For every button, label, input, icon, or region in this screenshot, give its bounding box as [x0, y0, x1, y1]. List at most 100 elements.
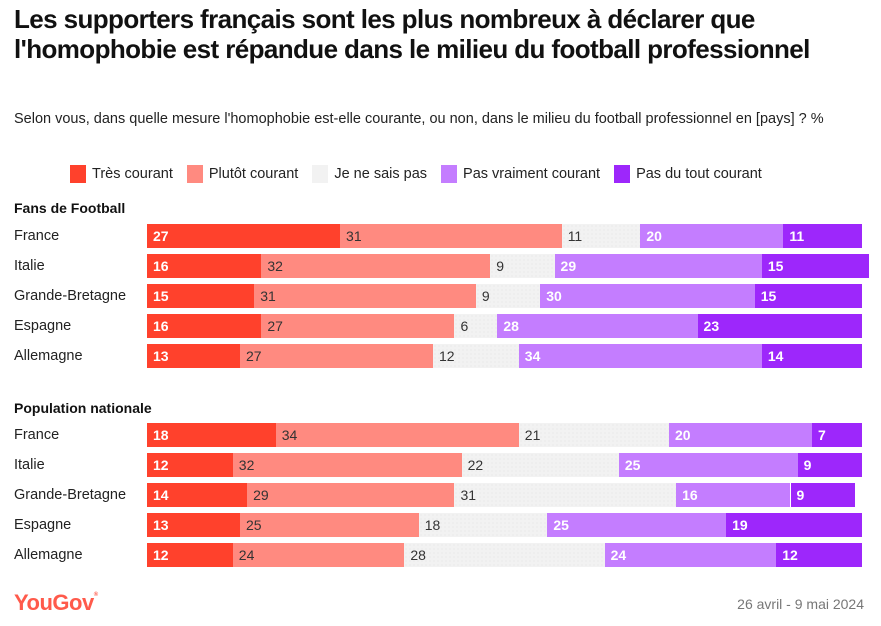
- data-label: 27: [153, 228, 169, 244]
- data-label: 25: [553, 517, 569, 533]
- bar-segment-tres-courant: 16: [147, 254, 262, 278]
- row-label-allemagne: Allemagne: [14, 348, 83, 364]
- bar-segment-je-ne-sais-pas: 31: [454, 483, 677, 507]
- bar-segment-pas-du-tout-courant: 9: [790, 483, 855, 507]
- legend-item-je-ne-sais-pas: Je ne sais pas: [312, 165, 427, 183]
- data-label: 31: [260, 288, 276, 304]
- bar-segment-tres-courant: 13: [147, 344, 240, 368]
- bar-segment-pas-vraiment-courant: 25: [547, 513, 727, 537]
- bar-segment-pas-vraiment-courant: 30: [540, 284, 755, 308]
- data-label: 23: [703, 318, 720, 334]
- bar-segment-pas-du-tout-courant: 12: [776, 543, 862, 567]
- data-label: 29: [560, 258, 577, 274]
- bar-segment-je-ne-sais-pas: 11: [561, 224, 641, 248]
- data-label: 28: [503, 318, 519, 334]
- data-label: 24: [610, 547, 627, 563]
- data-label: 14: [153, 487, 169, 503]
- brand-name: YouGov: [14, 590, 94, 615]
- data-label: 6: [460, 318, 469, 334]
- bar-segment-je-ne-sais-pas: 28: [404, 543, 605, 567]
- row-label-italie: Italie: [14, 457, 45, 473]
- bar-segment-pas-vraiment-courant: 20: [640, 224, 784, 248]
- bar-segment-je-ne-sais-pas: 12: [433, 344, 519, 368]
- bar-segment-je-ne-sais-pas: 6: [454, 314, 498, 338]
- data-label: 20: [674, 427, 691, 443]
- legend-label: Plutôt courant: [208, 166, 299, 182]
- data-label: 14: [767, 348, 784, 364]
- bar-segment-plutot-courant: 27: [239, 344, 433, 368]
- row-label-allemagne: Allemagne: [14, 547, 83, 563]
- data-label: 27: [267, 318, 283, 334]
- bar-segment-je-ne-sais-pas: 18: [418, 513, 548, 537]
- row-label-france: France: [14, 427, 60, 443]
- data-label: 34: [524, 348, 541, 364]
- bar-segment-pas-du-tout-courant: 23: [697, 314, 862, 338]
- bar-segment-tres-courant: 12: [147, 453, 233, 477]
- data-label: 7: [817, 427, 826, 443]
- bar-segment-pas-du-tout-courant: 14: [761, 344, 862, 368]
- bar-segment-pas-vraiment-courant: 28: [497, 314, 698, 338]
- row-label-grande-bretagne: Grande-Bretagne: [14, 487, 127, 503]
- data-label: 19: [732, 517, 748, 533]
- data-label: 24: [238, 547, 255, 563]
- data-label: 16: [153, 318, 169, 334]
- brand-mark: ®: [93, 592, 98, 598]
- legend-item-tres-courant: Très courant: [70, 165, 173, 183]
- chart-subtitle: Selon vous, dans quelle mesure l'homopho…: [14, 111, 824, 127]
- bar-segment-pas-vraiment-courant: 24: [604, 543, 777, 567]
- legend-swatch: [441, 165, 458, 183]
- bar-segment-plutot-courant: 32: [261, 254, 491, 278]
- bar-segment-pas-vraiment-courant: 34: [518, 344, 762, 368]
- data-label: 31: [346, 228, 362, 244]
- legend-item-plutot-courant: Plutôt courant: [186, 165, 299, 183]
- data-label: 18: [153, 427, 169, 443]
- data-label: 13: [153, 348, 169, 364]
- data-label: 12: [439, 348, 455, 364]
- legend-label: Pas du tout courant: [636, 166, 762, 182]
- bar-segment-pas-vraiment-courant: 25: [618, 453, 798, 477]
- data-label: 16: [153, 258, 169, 274]
- bar-segment-plutot-courant: 34: [275, 423, 519, 447]
- bar-segment-tres-courant: 15: [147, 284, 255, 308]
- legend: Très courant Plutôt courant Je ne sais p…: [70, 165, 776, 183]
- data-label: 15: [767, 258, 784, 274]
- data-label: 9: [796, 487, 805, 503]
- group-title-population-nationale: Population nationale: [14, 400, 152, 416]
- data-label: 9: [803, 457, 812, 473]
- chart-title: Les supporters français sont les plus no…: [14, 4, 810, 64]
- yougov-logo: YouGov®: [14, 590, 98, 616]
- data-label: 9: [496, 258, 504, 274]
- legend-item-pas-du-tout-courant: Pas du tout courant: [614, 165, 762, 183]
- bar-segment-pas-du-tout-courant: 9: [797, 453, 862, 477]
- bar-segment-tres-courant: 27: [147, 224, 341, 248]
- data-label: 12: [153, 457, 169, 473]
- survey-date: 26 avril - 9 mai 2024: [737, 596, 864, 612]
- data-label: 13: [153, 517, 169, 533]
- row-label-espagne: Espagne: [14, 318, 72, 334]
- bar-segment-plutot-courant: 31: [340, 224, 562, 248]
- data-label: 27: [245, 348, 262, 364]
- bar-segment-tres-courant: 12: [147, 543, 233, 567]
- data-label: 9: [481, 288, 490, 304]
- legend-swatch: [186, 165, 203, 183]
- bar-segment-pas-vraiment-courant: 20: [668, 423, 812, 447]
- legend-label: Très courant: [92, 166, 173, 182]
- bar-segment-pas-du-tout-courant: 19: [726, 513, 862, 537]
- bar-segment-plutot-courant: 29: [247, 483, 455, 507]
- data-label: 34: [281, 427, 298, 443]
- bar-segment-tres-courant: 13: [147, 513, 240, 537]
- bar-segment-plutot-courant: 27: [261, 314, 455, 338]
- data-label: 20: [646, 228, 662, 244]
- bar-segment-je-ne-sais-pas: 22: [461, 453, 619, 477]
- data-label: 15: [760, 288, 777, 304]
- row-label-grande-bretagne: Grande-Bretagne: [14, 288, 127, 304]
- row-label-espagne: Espagne: [14, 517, 72, 533]
- data-label: 32: [267, 258, 283, 274]
- legend-swatch: [614, 165, 631, 183]
- bar-segment-je-ne-sais-pas: 9: [475, 284, 541, 308]
- bar-segment-pas-du-tout-courant: 15: [754, 284, 862, 308]
- bar-segment-tres-courant: 16: [147, 314, 262, 338]
- bar-segment-plutot-courant: 32: [232, 453, 462, 477]
- data-label: 18: [424, 517, 441, 533]
- data-label: 12: [153, 547, 169, 563]
